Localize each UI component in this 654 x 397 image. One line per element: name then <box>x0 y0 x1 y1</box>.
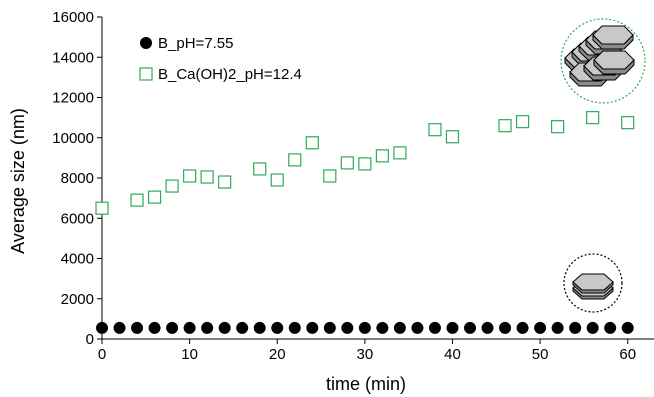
x-tick-label: 10 <box>181 346 198 363</box>
legend-marker-series-1 <box>140 37 152 49</box>
data-point <box>358 157 372 171</box>
data-point <box>586 321 599 334</box>
platelet-face <box>592 25 634 45</box>
series-1 <box>96 321 634 334</box>
data-point <box>323 321 336 334</box>
data-point <box>165 179 179 193</box>
data-point <box>498 119 512 133</box>
data-point <box>604 321 617 334</box>
data-point <box>393 321 406 334</box>
data-point <box>569 321 582 334</box>
x-tick-label: 50 <box>532 346 549 363</box>
legend-marker-series-2 <box>139 67 153 81</box>
data-point <box>428 123 442 137</box>
legend: B_pH=7.55 B_Ca(OH)2_pH=12.4 <box>139 35 302 83</box>
data-point <box>271 321 284 334</box>
data-point <box>253 162 267 176</box>
y-tick-label: 2000 <box>61 291 94 308</box>
y-ticks: 0 2000 4000 6000 8000 10000 12000 14000 16000 <box>52 9 102 348</box>
hexagonal-platelet-icon <box>563 253 623 313</box>
data-point <box>393 146 407 160</box>
data-point <box>288 321 301 334</box>
platelet-face <box>593 50 635 70</box>
x-tick-label: 0 <box>98 346 106 363</box>
data-point <box>551 120 565 134</box>
x-tick-label: 40 <box>444 346 461 363</box>
data-point <box>341 321 354 334</box>
x-tick-label: 60 <box>619 346 636 363</box>
data-point <box>446 321 459 334</box>
data-point <box>586 111 600 125</box>
x-ticks: 0 10 20 30 40 50 60 <box>98 339 636 363</box>
data-point <box>306 321 319 334</box>
y-tick-label: 6000 <box>61 210 94 227</box>
data-point <box>411 321 424 334</box>
data-point <box>621 116 635 130</box>
series-layer <box>95 111 635 334</box>
data-point <box>428 321 441 334</box>
y-tick-label: 16000 <box>52 9 94 26</box>
y-tick-label: 0 <box>86 331 94 348</box>
data-point <box>131 321 144 334</box>
x-tick-label: 30 <box>357 346 374 363</box>
y-axis-title: Average size (nm) <box>8 108 28 254</box>
data-point <box>445 130 460 144</box>
stacked-hexagonal-platelets-icon <box>560 18 646 104</box>
x-axis-title: time (min) <box>326 374 406 394</box>
data-point <box>621 321 634 334</box>
y-tick-label: 10000 <box>52 130 94 147</box>
data-point <box>96 321 108 334</box>
data-point <box>464 321 476 334</box>
data-point <box>166 321 179 334</box>
legend-label-series-1: B_pH=7.55 <box>158 35 233 52</box>
y-tick-label: 14000 <box>52 49 94 66</box>
data-point <box>481 321 494 334</box>
y-tick-label: 12000 <box>52 90 94 107</box>
x-tick-label: 20 <box>269 346 286 363</box>
y-tick-label: 8000 <box>61 170 94 187</box>
data-point <box>288 153 302 167</box>
data-point <box>305 136 319 150</box>
data-point <box>147 190 162 204</box>
data-point <box>253 321 266 334</box>
data-point <box>201 321 214 334</box>
data-point <box>218 175 232 189</box>
data-point <box>516 321 529 334</box>
data-point <box>270 173 284 187</box>
data-point <box>183 321 196 334</box>
data-point <box>183 169 197 183</box>
data-point <box>499 321 512 334</box>
data-point <box>358 321 371 334</box>
data-point <box>534 321 547 334</box>
data-point <box>551 321 564 334</box>
legend-label-series-2: B_Ca(OH)2_pH=12.4 <box>158 66 302 83</box>
data-point <box>218 321 231 334</box>
data-point <box>130 193 144 207</box>
data-point <box>200 170 214 184</box>
data-point <box>375 149 389 163</box>
series-2 <box>95 111 635 215</box>
data-point <box>515 115 530 129</box>
platelet-face <box>572 273 614 291</box>
data-point <box>376 321 389 334</box>
data-point <box>148 321 161 334</box>
y-tick-label: 4000 <box>61 251 94 268</box>
data-point <box>236 321 249 334</box>
data-point <box>113 321 126 334</box>
data-point <box>323 169 337 183</box>
data-point <box>95 201 109 215</box>
data-point <box>340 156 354 170</box>
